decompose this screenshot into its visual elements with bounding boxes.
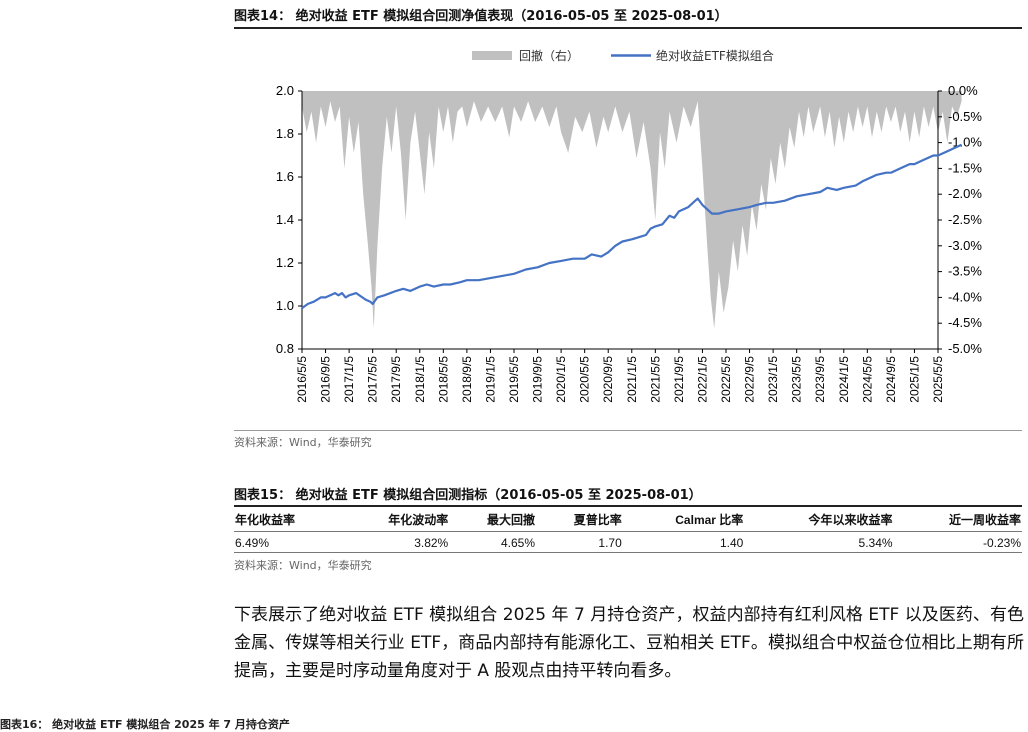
x-tick-label: 2020/9/5 [601, 356, 615, 403]
right-tick-label: -5.0% [948, 341, 982, 356]
right-tick-label: -3.0% [948, 238, 982, 253]
figure15-title: 图表15： 绝对收益 ETF 模拟组合回测指标（2016-05-05 至 202… [234, 488, 702, 503]
figure15-source: 资料来源：Wind，华泰研究 [234, 559, 372, 572]
x-tick-label: 2019/9/5 [531, 356, 545, 403]
right-tick-label: -3.5% [948, 264, 982, 279]
header-ytd-return: 今年以来收益率 [744, 509, 894, 532]
figure14-source: 资料来源：Wind，华泰研究 [234, 436, 372, 449]
x-tick-label: 2022/9/5 [743, 356, 757, 403]
left-tick-label: 0.8 [276, 341, 294, 356]
value-annual-volatility: 3.82% [341, 531, 450, 553]
x-tick-label: 2023/1/5 [766, 356, 780, 403]
right-tick-label: -1.0% [948, 135, 982, 150]
x-tick-label: 2025/5/5 [931, 356, 945, 403]
x-tick-label: 2017/5/5 [366, 356, 380, 403]
x-tick-label: 2019/1/5 [483, 356, 497, 403]
left-tick-label: 1.6 [276, 169, 294, 184]
left-tick-label: 1.4 [276, 212, 294, 227]
nav-drawdown-chart: 0.8 1.0 1.2 1.4 1.6 1.8 2.0 0.0% -0.5% -1.0% -1.5%… [276, 48, 982, 403]
x-tick-label: 2023/9/5 [813, 356, 827, 403]
x-tick-label: 2021/9/5 [672, 356, 686, 403]
x-tick-label: 2021/1/5 [625, 356, 639, 403]
x-tick-label: 2022/1/5 [695, 356, 709, 403]
metrics-value-row: 6.49% 3.82% 4.65% 1.70 1.40 5.34% -0.23% [234, 531, 1022, 553]
right-tick-label: -4.0% [948, 289, 982, 304]
legend-drawdown-swatch [472, 51, 512, 60]
figure14-bottom-rule [234, 430, 1022, 431]
x-tick-label: 2017/1/5 [342, 356, 356, 403]
x-tick-label: 2017/9/5 [389, 356, 403, 403]
x-tick-label: 2019/5/5 [507, 356, 521, 403]
x-tick-label: 2016/9/5 [319, 356, 333, 403]
legend-nav-label: 绝对收益ETF模拟组合 [656, 48, 774, 63]
value-annual-return: 6.49% [234, 531, 342, 553]
header-week-return: 近一周收益率 [893, 509, 1022, 532]
left-tick-label: 1.2 [276, 255, 294, 270]
left-tick-label: 1.0 [276, 298, 294, 313]
x-tick-label: 2022/5/5 [719, 356, 733, 403]
header-annual-return: 年化收益率 [234, 509, 342, 532]
x-tick-label: 2020/5/5 [578, 356, 592, 403]
header-annual-volatility: 年化波动率 [341, 509, 450, 532]
header-calmar-ratio: Calmar 比率 [622, 509, 745, 532]
value-sharpe-ratio: 1.70 [536, 531, 623, 553]
left-tick-label: 2.0 [276, 83, 294, 98]
metrics-table: 年化收益率 年化波动率 最大回撤 夏普比率 Calmar 比率 今年以来收益率 … [234, 509, 1022, 553]
figure14-title: 图表14： 绝对收益 ETF 模拟组合回测净值表现（2016-05-05 至 2… [234, 9, 728, 24]
x-tick-label: 2018/9/5 [460, 356, 474, 403]
value-calmar-ratio: 1.40 [622, 531, 745, 553]
metrics-header-row: 年化收益率 年化波动率 最大回撤 夏普比率 Calmar 比率 今年以来收益率 … [234, 509, 1022, 532]
x-tick-label: 2025/1/5 [907, 356, 921, 403]
x-tick-label: 2020/1/5 [554, 356, 568, 403]
figure14-title-rule [234, 27, 1022, 29]
x-tick-label: 2024/1/5 [837, 356, 851, 403]
legend-drawdown-label: 回撤（右） [519, 48, 579, 63]
x-tick-label: 2023/5/5 [790, 356, 804, 403]
figure16-title-partial: 图表16： 绝对收益 ETF 模拟组合 2025 年 7 月持仓资产 [0, 718, 290, 731]
right-tick-label: 0.0% [948, 83, 978, 98]
x-tick-label: 2024/5/5 [860, 356, 874, 403]
right-tick-label: -0.5% [948, 109, 982, 124]
x-tick-label: 2018/5/5 [436, 356, 450, 403]
right-tick-label: -4.5% [948, 315, 982, 330]
value-ytd-return: 5.34% [744, 531, 894, 553]
right-tick-label: -1.5% [948, 160, 982, 175]
right-tick-label: -2.5% [948, 212, 982, 227]
nav-series-line [301, 143, 963, 309]
left-tick-label: 1.8 [276, 126, 294, 141]
value-max-drawdown: 4.65% [449, 531, 536, 553]
x-tick-label: 2021/5/5 [648, 356, 662, 403]
x-tick-label: 2016/5/5 [295, 356, 309, 403]
right-tick-label: -2.0% [948, 186, 982, 201]
header-sharpe-ratio: 夏普比率 [536, 509, 623, 532]
header-max-drawdown: 最大回撤 [449, 509, 536, 532]
value-week-return: -0.23% [893, 531, 1022, 553]
figure15-title-rule [234, 505, 1022, 507]
body-paragraph: 下表展示了绝对收益 ETF 模拟组合 2025 年 7 月持仓资产，权益内部持有… [234, 605, 1024, 681]
drawdown-area [302, 91, 962, 329]
x-tick-label: 2018/1/5 [413, 356, 427, 403]
x-tick-label: 2024/9/5 [884, 356, 898, 403]
